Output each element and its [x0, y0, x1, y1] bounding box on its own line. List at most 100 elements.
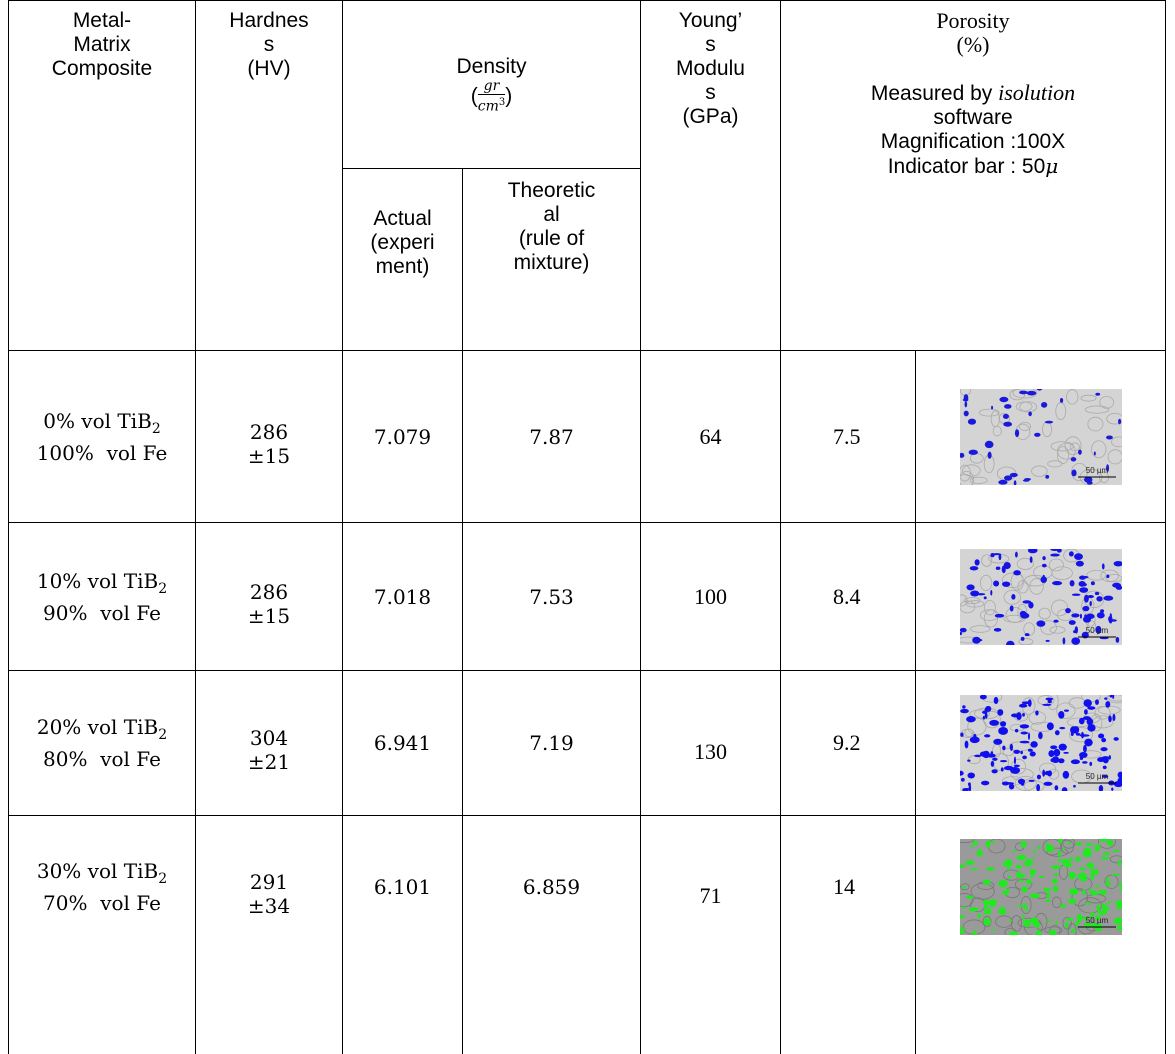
pore	[1053, 873, 1058, 877]
pore	[1070, 612, 1080, 617]
pore	[969, 868, 978, 871]
text-line: 100% vol Fe	[36, 440, 168, 465]
pore	[1024, 632, 1030, 636]
pore	[1080, 731, 1084, 739]
data-row: 0% vol TiB2 100% vol Fe 286 ±15 7.079 7.87 64 7…	[8, 350, 1166, 523]
grain	[1071, 888, 1088, 907]
text-line: 291	[249, 870, 289, 895]
pore	[1093, 451, 1096, 455]
grain	[959, 600, 975, 613]
pore	[1078, 575, 1086, 580]
micrograph-cell: 50 µm	[915, 670, 1166, 816]
subscript: 2	[158, 727, 168, 743]
pore	[1057, 850, 1061, 858]
pore	[1115, 636, 1119, 643]
pore	[1102, 595, 1113, 601]
composite-cell: 30% vol TiB2 70% vol Fe	[8, 815, 196, 1054]
subscript: 2	[158, 871, 168, 888]
pore	[967, 782, 971, 787]
pore	[1009, 766, 1020, 774]
pore	[961, 705, 966, 709]
pore	[1040, 401, 1047, 408]
pore	[1048, 929, 1056, 936]
data-row: 30% vol TiB2 70% vol Fe 291 ±34 6.101 6.859 71…	[8, 815, 1166, 1054]
text: Measured by	[870, 82, 999, 105]
pore	[1111, 850, 1120, 853]
pore	[1062, 751, 1069, 754]
pore	[1002, 890, 1008, 896]
grain	[963, 596, 980, 604]
pore	[979, 751, 988, 757]
pore	[964, 860, 975, 866]
pore	[1074, 856, 1081, 862]
pore	[1117, 418, 1121, 424]
actual-cell: 7.079	[342, 350, 463, 523]
micrograph-background	[959, 388, 1122, 485]
text-block: Young’ s Modulu s (GPa)	[641, 9, 780, 129]
pore	[1042, 887, 1051, 892]
grain	[1050, 565, 1073, 580]
pore	[1099, 747, 1108, 752]
pore	[992, 738, 1002, 745]
pore	[1002, 421, 1012, 427]
pore	[1083, 476, 1092, 483]
pore	[1057, 711, 1064, 719]
grain	[1018, 421, 1031, 431]
text-block: Hardnes s (HV)	[196, 9, 342, 81]
exponent: 3	[498, 96, 506, 108]
pore	[968, 907, 978, 912]
composite-cell: 10% vol TiB2 90% vol Fe	[8, 522, 196, 671]
grain	[1068, 727, 1093, 743]
grain	[1106, 695, 1122, 702]
pore	[959, 931, 965, 935]
pore	[982, 879, 991, 886]
pore	[1097, 844, 1100, 847]
text-line: 20% vol TiB2	[9, 715, 195, 747]
pore	[1111, 695, 1114, 699]
pore	[1104, 882, 1111, 887]
grain	[1042, 839, 1062, 856]
hardness-cell: 286 ±15	[195, 522, 343, 671]
paren: )	[505, 84, 513, 108]
unit: μ	[1045, 154, 1059, 178]
pore	[1033, 432, 1041, 437]
pore	[1073, 552, 1083, 560]
composite-cell: 20% vol TiB2 80% vol Fe	[8, 670, 196, 816]
pore	[982, 918, 991, 927]
pore	[1116, 925, 1122, 931]
text-line: 6.941	[373, 731, 432, 755]
pore	[997, 727, 1008, 735]
pore	[1070, 759, 1080, 765]
pore	[1062, 770, 1069, 779]
grain	[1016, 557, 1034, 570]
text-line: ±21	[247, 750, 291, 774]
pore	[1027, 748, 1033, 752]
pore	[1097, 889, 1107, 896]
pore	[1057, 839, 1063, 844]
theoretical-cell: 7.19	[462, 670, 641, 816]
pore	[1019, 841, 1027, 848]
grain	[1064, 435, 1081, 455]
pore	[990, 929, 994, 932]
grain	[959, 470, 974, 485]
pore	[1109, 695, 1113, 698]
grain	[1055, 702, 1075, 719]
pore	[991, 552, 1001, 555]
grain	[966, 717, 987, 736]
pore	[1053, 785, 1058, 791]
grain	[970, 883, 995, 900]
text-line: Matrix	[73, 33, 131, 56]
grain	[1048, 625, 1065, 634]
grain	[1059, 839, 1074, 854]
pore	[1082, 916, 1088, 921]
pore	[999, 760, 1007, 763]
pore	[1101, 562, 1105, 570]
pore	[1023, 861, 1033, 867]
pore	[1074, 921, 1080, 927]
grain	[1070, 462, 1088, 481]
pore	[1029, 893, 1040, 899]
text-line: 80% vol Fe	[43, 747, 161, 771]
pore	[1103, 697, 1107, 700]
pore	[964, 400, 967, 407]
theoretical-cell: 7.87	[462, 350, 641, 523]
